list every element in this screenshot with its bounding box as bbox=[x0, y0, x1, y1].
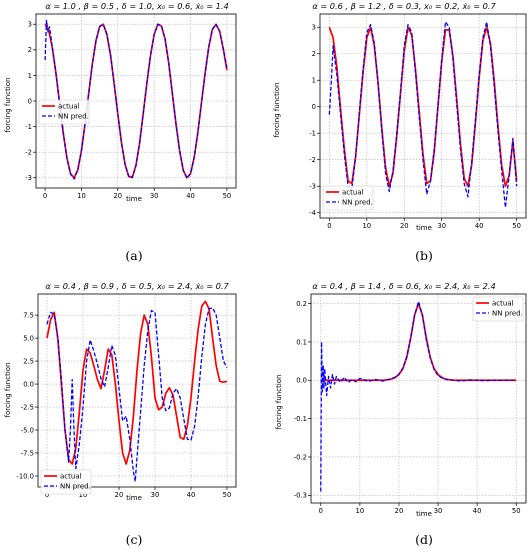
ylabel-c: forcing function bbox=[4, 363, 12, 418]
y-tick-label-b: 2 bbox=[312, 50, 316, 58]
axes-frame-c bbox=[37, 293, 237, 488]
x-tick-label-c: 10 bbox=[79, 491, 88, 499]
axes-frame-b bbox=[319, 13, 527, 219]
title-d: α = 0.4 , β = 1.4 , δ = 0.6, x₀ = 2.4, ẋ… bbox=[312, 281, 495, 291]
y-tick-label-d: 0.2 bbox=[296, 300, 307, 308]
panel-c: α = 0.4 , β = 0.9 , δ = 0.5, x₀ = 2.4, ẋ… bbox=[4, 281, 237, 547]
panel-d: α = 0.4 , β = 1.4 , δ = 0.6, x₀ = 2.4, ẋ… bbox=[275, 281, 527, 547]
y-tick-label-d: 0.0 bbox=[296, 377, 307, 385]
y-tick-label-b: -1 bbox=[309, 130, 316, 138]
xlabel-d: time bbox=[416, 510, 432, 518]
ylabel-a: forcing function bbox=[4, 78, 12, 133]
legend-label-a: actual bbox=[58, 103, 80, 111]
y-tick-label-a: 3 bbox=[28, 21, 32, 29]
series-nn-pred-line-a bbox=[44, 19, 228, 180]
plot-area-d: 0 10 20 30 40 50 -0.3 -0.2 -0.1 0.0 0.1 0.2 actual NN… bbox=[294, 293, 527, 515]
legend-label-c: NN pred. bbox=[60, 483, 91, 491]
x-tick-label-a: 40 bbox=[186, 192, 195, 200]
x-tick-label-d: 0 bbox=[319, 507, 323, 515]
x-tick-label-a: 20 bbox=[113, 192, 122, 200]
x-tick-label-a: 50 bbox=[223, 192, 232, 200]
y-tick-label-b: 3 bbox=[312, 24, 316, 32]
xlabel-a: time bbox=[126, 195, 142, 203]
legend-label-d: actual bbox=[492, 300, 514, 308]
ylabel-b: forcing function bbox=[273, 83, 281, 138]
y-tick-label-a: 1 bbox=[28, 72, 32, 80]
x-tick-label-d: 50 bbox=[512, 507, 521, 515]
y-tick-label-a: -3 bbox=[25, 174, 32, 182]
x-tick-label-b: 0 bbox=[327, 222, 331, 230]
x-tick-label-c: 50 bbox=[223, 491, 232, 499]
ylabel-d: forcing function bbox=[275, 375, 283, 430]
legend-label-b: NN pred. bbox=[342, 199, 373, 207]
x-tick-label-c: 40 bbox=[187, 491, 196, 499]
series-nn-pred-line-b bbox=[328, 21, 518, 209]
x-tick-label-a: 10 bbox=[77, 192, 86, 200]
x-tick-label-b: 40 bbox=[475, 222, 484, 230]
caption-c: (c) bbox=[126, 532, 143, 547]
x-tick-label-b: 30 bbox=[437, 222, 446, 230]
x-tick-label-c: 20 bbox=[115, 491, 124, 499]
y-tick-label-c: 7.5 bbox=[23, 312, 34, 320]
y-tick-label-d: -0.2 bbox=[294, 453, 307, 461]
y-tick-label-b: 1 bbox=[312, 77, 316, 85]
series-nn-pred-line-c bbox=[46, 307, 228, 483]
x-tick-label-b: 20 bbox=[400, 222, 409, 230]
x-tick-label-d: 40 bbox=[473, 507, 482, 515]
x-tick-label-b: 50 bbox=[512, 222, 521, 230]
panel-b: α = 0.6 , β = 1.2 , δ = 0.3, x₀ = 0.2, ẋ… bbox=[273, 1, 527, 263]
caption-b: (b) bbox=[415, 248, 433, 263]
caption-d: (d) bbox=[415, 532, 433, 547]
y-tick-label-c: -2.5 bbox=[21, 403, 34, 411]
y-tick-label-c: -7.5 bbox=[21, 449, 34, 457]
legend-label-c: actual bbox=[60, 473, 82, 481]
y-tick-label-b: -3 bbox=[309, 183, 316, 191]
xlabel-c: time bbox=[126, 494, 142, 502]
x-tick-label-d: 30 bbox=[434, 507, 443, 515]
title-a: α = 1.0 , β = 0.5 , δ = 1.0, x₀ = 0.6, ẋ… bbox=[45, 1, 228, 11]
x-tick-label-c: 30 bbox=[151, 491, 160, 499]
y-tick-label-c: 5.0 bbox=[23, 335, 34, 343]
title-b: α = 0.6 , β = 1.2 , δ = 0.3, x₀ = 0.2, ẋ… bbox=[312, 1, 496, 11]
y-tick-label-c: 2.5 bbox=[23, 357, 34, 365]
panel-a: α = 1.0 , β = 0.5 , δ = 1.0, x₀ = 0.6, ẋ… bbox=[4, 1, 237, 263]
plot-area-c: 0 10 20 30 40 50 -10.0 -7.5 -5.0 -2.5 0.0 2.5 5.0 7.5… bbox=[16, 293, 237, 499]
x-tick-label-a: 0 bbox=[43, 192, 47, 200]
x-tick-label-a: 30 bbox=[150, 192, 159, 200]
y-tick-label-a: -1 bbox=[25, 123, 32, 131]
axes-frame-a bbox=[35, 13, 237, 189]
y-tick-label-b: 0 bbox=[312, 103, 316, 111]
x-tick-label-d: 20 bbox=[395, 507, 404, 515]
y-tick-label-a: -2 bbox=[25, 149, 32, 157]
x-tick-label-b: 10 bbox=[362, 222, 371, 230]
y-tick-label-d: 0.1 bbox=[296, 338, 307, 346]
xlabel-b: time bbox=[416, 224, 432, 232]
series-nn-pred-line-d bbox=[320, 301, 517, 492]
plot-area-a: 0 10 20 30 40 50 -3 -2 -1 0 1 2 3 actual NN pred. bbox=[25, 13, 237, 200]
y-tick-label-d: -0.1 bbox=[294, 415, 307, 423]
title-c: α = 0.4 , β = 0.9 , δ = 0.5, x₀ = 2.4, ẋ… bbox=[45, 281, 229, 291]
y-tick-label-a: 0 bbox=[28, 97, 32, 105]
plot-area-b: 0 10 20 30 40 50 -4 -3 -2 -1 0 1 2 3 actual NN pred. bbox=[309, 13, 527, 230]
y-tick-label-c: -10.0 bbox=[16, 472, 34, 480]
series-actual-line-c bbox=[46, 300, 228, 465]
y-tick-label-d: -0.3 bbox=[294, 492, 307, 500]
axes-frame-d bbox=[310, 293, 527, 504]
caption-a: (a) bbox=[125, 248, 142, 263]
y-tick-label-b: -4 bbox=[309, 209, 316, 217]
legend-label-a: NN pred. bbox=[58, 113, 89, 121]
y-tick-label-a: 2 bbox=[28, 46, 32, 54]
x-tick-label-d: 10 bbox=[356, 507, 365, 515]
x-tick-label-c: 0 bbox=[45, 491, 49, 499]
y-tick-label-b: -2 bbox=[309, 156, 316, 164]
y-tick-label-c: -5.0 bbox=[21, 426, 34, 434]
legend-label-b: actual bbox=[342, 189, 364, 197]
y-tick-label-c: 0.0 bbox=[23, 380, 34, 388]
legend-label-d: NN pred. bbox=[492, 310, 523, 318]
